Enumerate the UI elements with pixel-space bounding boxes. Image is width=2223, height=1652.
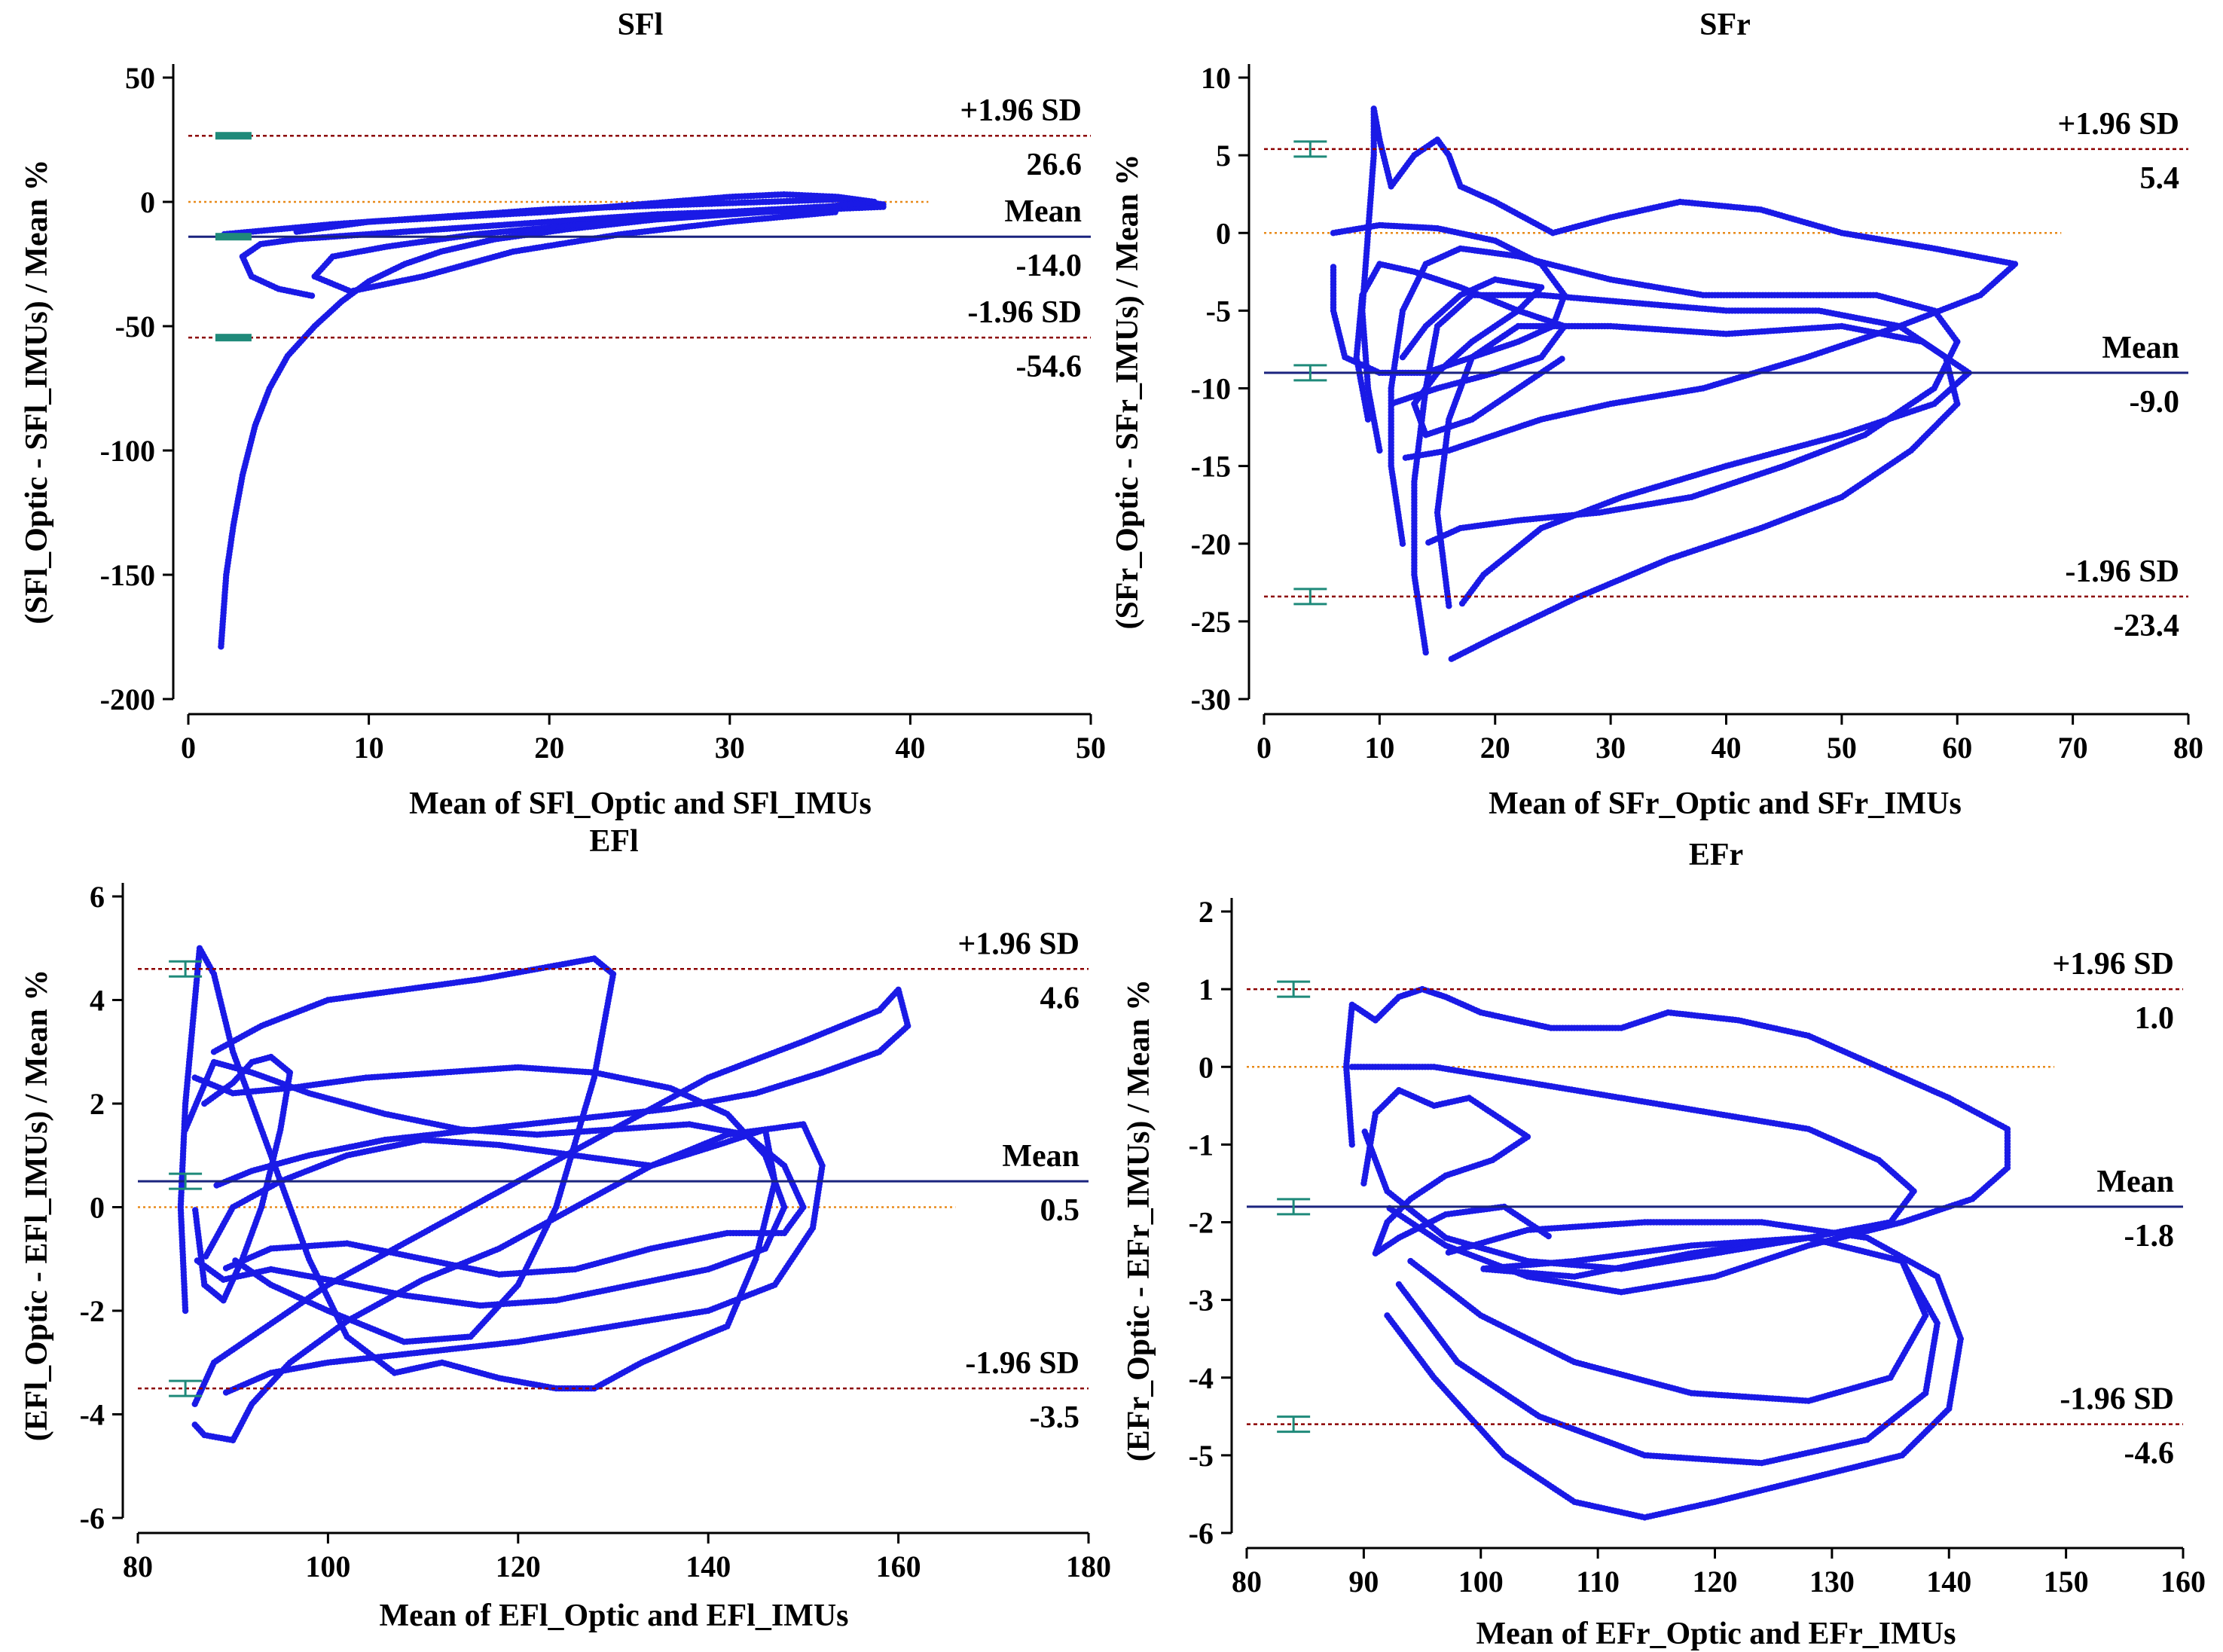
sfl-x-tick-label: 40 [895, 731, 925, 765]
efl-x-tick-label: 160 [876, 1550, 921, 1583]
sfl-x-tick-label: 20 [534, 731, 564, 765]
plot-sfr: SFr Mean of SFr_Optic and SFr_IMUs (SFr_Op… [1110, 8, 2203, 821]
sfl-lower-label: -1.96 SD [967, 295, 1082, 330]
sfl-y-tick-label: -50 [115, 310, 155, 344]
sfr-loop-d-point [1458, 600, 1466, 607]
sfr-loop-f-point [1559, 356, 1565, 362]
efl-x-tick-label: 140 [686, 1550, 731, 1583]
sfr-upper-value: 5.4 [2140, 161, 2180, 196]
sfl-points [218, 191, 887, 650]
sfl-y-axis-label: (SFl_Optic - SFl_IMUs) / Mean % [20, 159, 54, 624]
sfr-mean-label: Mean [2102, 331, 2179, 365]
sfl-mean-ci [215, 233, 252, 241]
sfr-y-tick-label: -15 [1191, 450, 1231, 484]
sfr-points [1330, 105, 2019, 662]
sfr-x-tick-label: 30 [1595, 731, 1626, 765]
efl-points [177, 945, 911, 1444]
efl-x-tick-label: 80 [123, 1550, 153, 1583]
sfl-y-tick-label: -100 [100, 434, 155, 468]
sfl-x-tick-label: 50 [1076, 731, 1106, 765]
sfl-lower-value: -54.6 [1016, 350, 1082, 384]
sfl-x-tick-label: 30 [715, 731, 745, 765]
sfl-upper-band-point [832, 209, 838, 215]
sfr-x-tick-label: 0 [1257, 731, 1272, 765]
sfr-x-tick-label: 50 [1827, 731, 1857, 765]
sfr-x-tick-label: 80 [2173, 731, 2203, 765]
sfr-x-tick-label: 20 [1480, 731, 1510, 765]
efl-y-tick-label: -4 [80, 1398, 105, 1432]
sfr-y-tick-label: -30 [1191, 682, 1231, 716]
sfl-x-tick-label: 0 [181, 731, 196, 765]
sfr-lower-value: -23.4 [2114, 609, 2180, 643]
sfr-loop-a-point [1402, 454, 1409, 461]
sfl-lower-ci [215, 334, 252, 342]
sfr-y-axis-label: (SFr_Optic - SFr_IMUs) / Mean % [1110, 154, 1145, 629]
efl-x-tick-label: 180 [1066, 1550, 1111, 1583]
sfr-loop-e-point [1391, 399, 1397, 407]
efl-y-tick-label: 2 [90, 1087, 105, 1121]
sfl-x-axis-label: Mean of SFl_Optic and SFl_IMUs [409, 786, 872, 821]
efl-y-tick-label: 6 [90, 880, 105, 914]
sfl-y-tick-label: 0 [140, 185, 155, 219]
sfl-y-tick-label: 50 [125, 61, 155, 95]
efl-x-axis-label: Mean of EFl_Optic and EFl_IMUs [379, 1599, 848, 1633]
sfl-lower-arm-point [218, 643, 224, 650]
efl-x-tick-label: 100 [305, 1550, 350, 1583]
sfl-upper-label: +1.96 SD [960, 93, 1082, 128]
sfl-mean-value: -14.0 [1016, 249, 1082, 283]
sfl-y-tick-label: -200 [100, 682, 155, 716]
efl-x-tick-label: 120 [496, 1550, 541, 1583]
sfr-y-tick-label: -5 [1206, 294, 1231, 328]
sfl-mean-label: Mean [1004, 194, 1082, 229]
sfr-lower-label: -1.96 SD [2065, 554, 2179, 589]
sfr-loop-c-point [1448, 655, 1455, 662]
sfr-y-tick-label: 0 [1216, 216, 1231, 250]
sfl-upper-arm-point [308, 292, 316, 299]
sfl-upper-value: 26.6 [1027, 148, 1082, 182]
efl-y-tick-label: -6 [80, 1501, 105, 1535]
sfr-upper-label: +1.96 SD [2057, 107, 2179, 142]
sfr-y-tick-label: 10 [1201, 61, 1231, 95]
sfr-title: SFr [1699, 8, 1751, 42]
sfr-x-tick-label: 60 [1942, 731, 1972, 765]
sfl-x-tick-label: 10 [354, 731, 384, 765]
efl-y-axis-label: (EFl_Optic - EFl_IMUs) / Mean % [20, 970, 54, 1441]
sfl-title: SFl [618, 8, 664, 42]
sfr-loop-b-point [1425, 539, 1432, 546]
sfr-x-axis-label: Mean of SFr_Optic and SFr_IMUs [1489, 786, 1962, 821]
efl-title: EFl [589, 824, 638, 859]
plot-efl: EFl Mean of EFl_Optic and EFl_IMUs (EFl_Op… [20, 824, 1111, 1633]
sfr-x-tick-label: 40 [1712, 731, 1742, 765]
plot-sfl: SFl Mean of SFl_Optic and SFl_IMUs (SFl_Op… [20, 8, 1106, 821]
sfr-y-tick-label: 5 [1216, 139, 1231, 173]
sfr-mean-value: -9.0 [2130, 385, 2180, 420]
efl-y-tick-label: 4 [90, 984, 105, 1018]
sfr-y-tick-label: -20 [1191, 527, 1231, 561]
sfr-x-tick-label: 70 [2058, 731, 2088, 765]
sfr-y-tick-label: -25 [1191, 605, 1231, 639]
sfr-y-tick-label: -10 [1191, 372, 1231, 406]
efl-y-tick-label: 0 [90, 1191, 105, 1225]
sfl-upper-ci [215, 132, 252, 140]
sfl-y-tick-label: -150 [100, 558, 155, 592]
efl-y-tick-label: -2 [80, 1294, 105, 1328]
sfr-x-tick-label: 10 [1364, 731, 1394, 765]
sfr-loop-g-point [1330, 264, 1337, 270]
